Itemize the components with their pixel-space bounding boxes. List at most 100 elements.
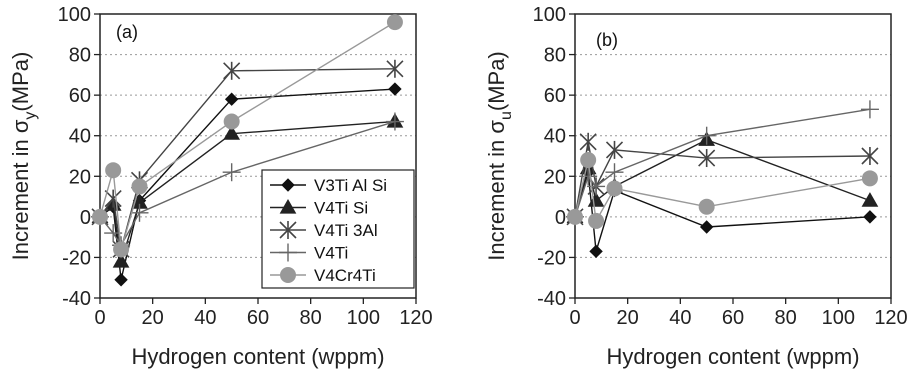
y-tick-label: 40	[544, 126, 566, 148]
data-point	[606, 180, 623, 197]
data-point	[698, 149, 716, 168]
x-tick-label: 80	[775, 307, 797, 329]
y-tick-label: 20	[69, 166, 91, 188]
data-point	[222, 163, 241, 182]
data-point	[860, 100, 879, 119]
data-point	[224, 92, 239, 106]
y-axis-label-subscript: y	[22, 112, 39, 120]
y-axis-label: Increment in σu(MPa)	[484, 51, 515, 261]
series-v4ti-3al	[91, 59, 404, 259]
x-tick-label: 40	[669, 307, 691, 329]
y-tick-label: -20	[62, 247, 91, 269]
data-point	[588, 212, 605, 229]
y-axis-label-main: Increment in σ	[484, 120, 509, 261]
legend-label: V4Ti	[314, 244, 348, 263]
y-tick-label: -20	[537, 247, 566, 269]
y-tick-label: 0	[80, 207, 91, 229]
y-tick-label: 80	[544, 45, 566, 67]
series-line	[574, 108, 871, 218]
legend-item: V4Cr4Ti	[270, 266, 376, 285]
x-tick-label: 80	[300, 307, 322, 329]
series-line	[99, 120, 396, 247]
x-tick-label: 0	[94, 307, 105, 329]
x-tick-label: 120	[874, 307, 907, 329]
legend-marker	[279, 198, 297, 214]
y-axis-label-main: Increment in σ	[8, 119, 33, 260]
data-point	[698, 198, 715, 215]
data-point	[388, 82, 402, 96]
x-axis-label: Hydrogen content (wppm)	[606, 344, 859, 369]
legend-label: V4Ti Si	[314, 199, 368, 218]
data-point	[114, 273, 128, 287]
series-v4cr4ti	[92, 14, 403, 258]
y-tick-label: 80	[69, 45, 91, 67]
data-point	[605, 140, 624, 159]
data-point	[131, 178, 148, 195]
legend-label: V3Ti Al Si	[314, 176, 387, 195]
y-tick-label: 60	[69, 85, 91, 107]
legend-label: V4Ti 3Al	[314, 221, 378, 240]
x-tick-label: 100	[822, 307, 855, 329]
x-tick-label: 0	[569, 307, 580, 329]
y-axis-label-unit: (MPa)	[484, 51, 509, 111]
legend: V3Ti Al Si V4Ti Si V4Ti 3Al V4Ti V4Cr4Ti	[261, 169, 415, 289]
data-point	[113, 241, 130, 258]
x-tick-label: 60	[722, 307, 744, 329]
data-point	[579, 167, 598, 186]
legend-marker	[281, 178, 295, 192]
panel-label: (b)	[596, 30, 618, 50]
data-point	[104, 189, 122, 208]
data-point	[105, 162, 122, 179]
data-point	[863, 210, 877, 224]
data-point	[112, 252, 130, 268]
series-line	[99, 21, 396, 250]
x-tick-label: 60	[247, 307, 269, 329]
y-axis-label: Increment in σy(MPa)	[8, 52, 39, 261]
data-point	[223, 125, 241, 140]
y-tick-label: -40	[62, 288, 91, 310]
data-point	[223, 61, 241, 80]
data-point	[589, 244, 603, 259]
legend-marker	[279, 243, 297, 262]
series-line	[574, 141, 870, 217]
y-tick-label: 100	[58, 4, 91, 26]
legend-item: V4Ti Si	[270, 199, 368, 218]
legend-item: V4Ti	[270, 243, 348, 263]
data-point	[580, 152, 597, 169]
data-point	[861, 170, 878, 187]
legend-label: V4Cr4Ti	[314, 266, 376, 285]
data-point	[567, 208, 583, 225]
series-line	[574, 172, 870, 252]
data-point	[861, 147, 879, 165]
data-point	[861, 192, 879, 207]
data-point	[587, 192, 605, 207]
legend-item: V4Ti 3Al	[270, 221, 378, 240]
series-v4ti-3al	[566, 132, 879, 226]
chart-panel-a: -40 -20 0 20 40 60 80 100 0 20 40 60 80 100 120 Hydroge…	[8, 4, 433, 369]
y-axis-label-subscript: u	[498, 111, 515, 120]
y-axis-label-unit: (MPa)	[8, 52, 33, 112]
legend-marker	[280, 267, 296, 283]
series-line	[574, 139, 871, 218]
data-point	[386, 59, 404, 78]
y-tick-label: 100	[533, 4, 566, 26]
x-axis-label: Hydrogen content (wppm)	[131, 344, 384, 369]
x-tick-label: 120	[399, 307, 432, 329]
chart-panel-b: -40 -20 0 20 40 60 80 100 0 20 40 60 80 100 120 Hydroge…	[484, 4, 908, 369]
data-point	[699, 220, 714, 234]
series-line	[574, 159, 871, 224]
series-v4ti	[566, 100, 879, 226]
data-point	[579, 132, 597, 151]
data-point	[385, 112, 404, 131]
panel-label: (a)	[116, 22, 138, 42]
x-tick-label: 20	[142, 307, 164, 329]
data-point	[697, 126, 716, 145]
y-tick-label: 0	[555, 207, 566, 229]
data-point	[130, 203, 149, 222]
x-tick-label: 40	[194, 307, 216, 329]
data-point	[605, 163, 624, 182]
legend-item: V3Ti Al Si	[270, 176, 387, 195]
y-tick-label: 40	[69, 126, 91, 148]
x-tick-label: 100	[347, 307, 380, 329]
y-tick-label: -40	[537, 288, 566, 310]
